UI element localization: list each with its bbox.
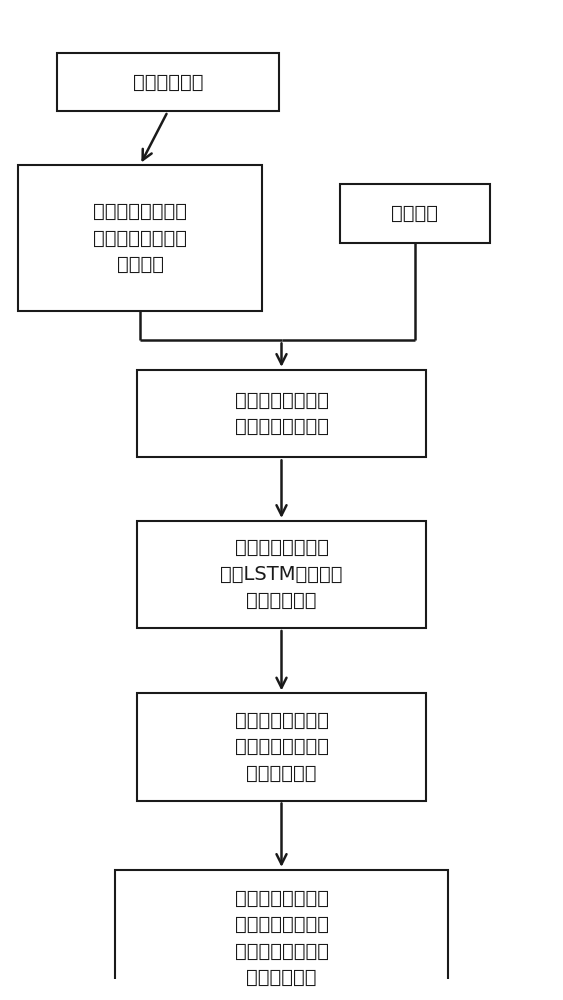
Text: 缸压信号: 缸压信号 bbox=[391, 204, 438, 223]
Text: 根据离子电流信号
初步标记出早燃、
积碳循环: 根据离子电流信号 初步标记出早燃、 积碳循环 bbox=[93, 202, 187, 274]
Bar bbox=[115, 870, 448, 1000]
Bar bbox=[137, 521, 426, 628]
Text: 离子电流信号: 离子电流信号 bbox=[132, 73, 203, 92]
Bar bbox=[18, 165, 262, 311]
Text: 通过模型，利用离
子电流信号实时对
早燃及积碳循环进
行判断与区分: 通过模型，利用离 子电流信号实时对 早燃及积碳循环进 行判断与区分 bbox=[235, 889, 328, 987]
Text: 建立基于离子电流
信号的早燃与积碳
最优判断模型: 建立基于离子电流 信号的早燃与积碳 最优判断模型 bbox=[235, 711, 328, 783]
Bar bbox=[57, 53, 279, 111]
Bar bbox=[137, 693, 426, 801]
Bar bbox=[137, 370, 426, 457]
Text: 建立训练数据集，
采用LSTM循环神经
网络进行训练: 建立训练数据集， 采用LSTM循环神经 网络进行训练 bbox=[220, 538, 343, 610]
Text: 结合缸压信号，进
一步区分早燃循环: 结合缸压信号，进 一步区分早燃循环 bbox=[235, 391, 328, 436]
Bar bbox=[339, 184, 489, 243]
